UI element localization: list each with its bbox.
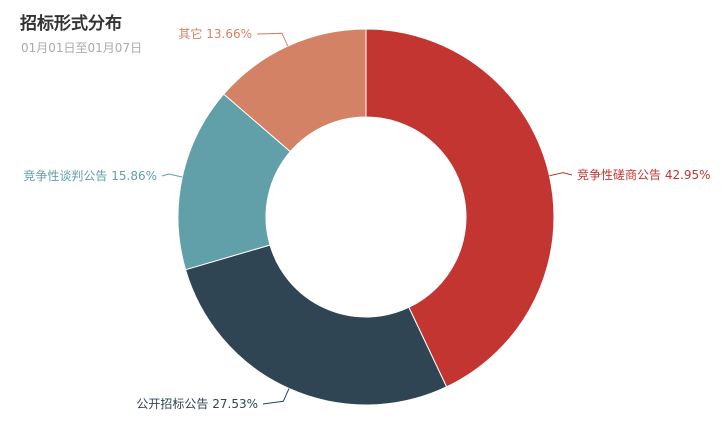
leader-line-4 [256,32,289,47]
leader-line-2 [262,388,290,405]
donut-slice-2[interactable] [184,244,448,406]
chart-subtitle: 01月01日至01月07日 [21,41,143,55]
labels-layer: 竞争性磋商公告 42.95% 公开招标公告 27.53% 竞争性谈判公告 15.86… [23,26,710,411]
slice-label-3: 竞争性谈判公告 15.86% [23,169,157,183]
leader-line-1 [549,172,573,177]
leader-line-3 [161,173,183,178]
donut-slice-4[interactable] [223,28,367,153]
chart-title: 招标形式分布 [20,14,122,34]
slices-layer [177,28,555,406]
slice-label-1: 竞争性磋商公告 42.95% [577,167,711,182]
donut-slice-3[interactable] [177,93,292,271]
donut-slice-1[interactable] [365,28,555,388]
slice-label-4: 其它 13.66% [178,26,252,41]
slice-label-2: 公开招标公告 27.53% [136,397,258,411]
